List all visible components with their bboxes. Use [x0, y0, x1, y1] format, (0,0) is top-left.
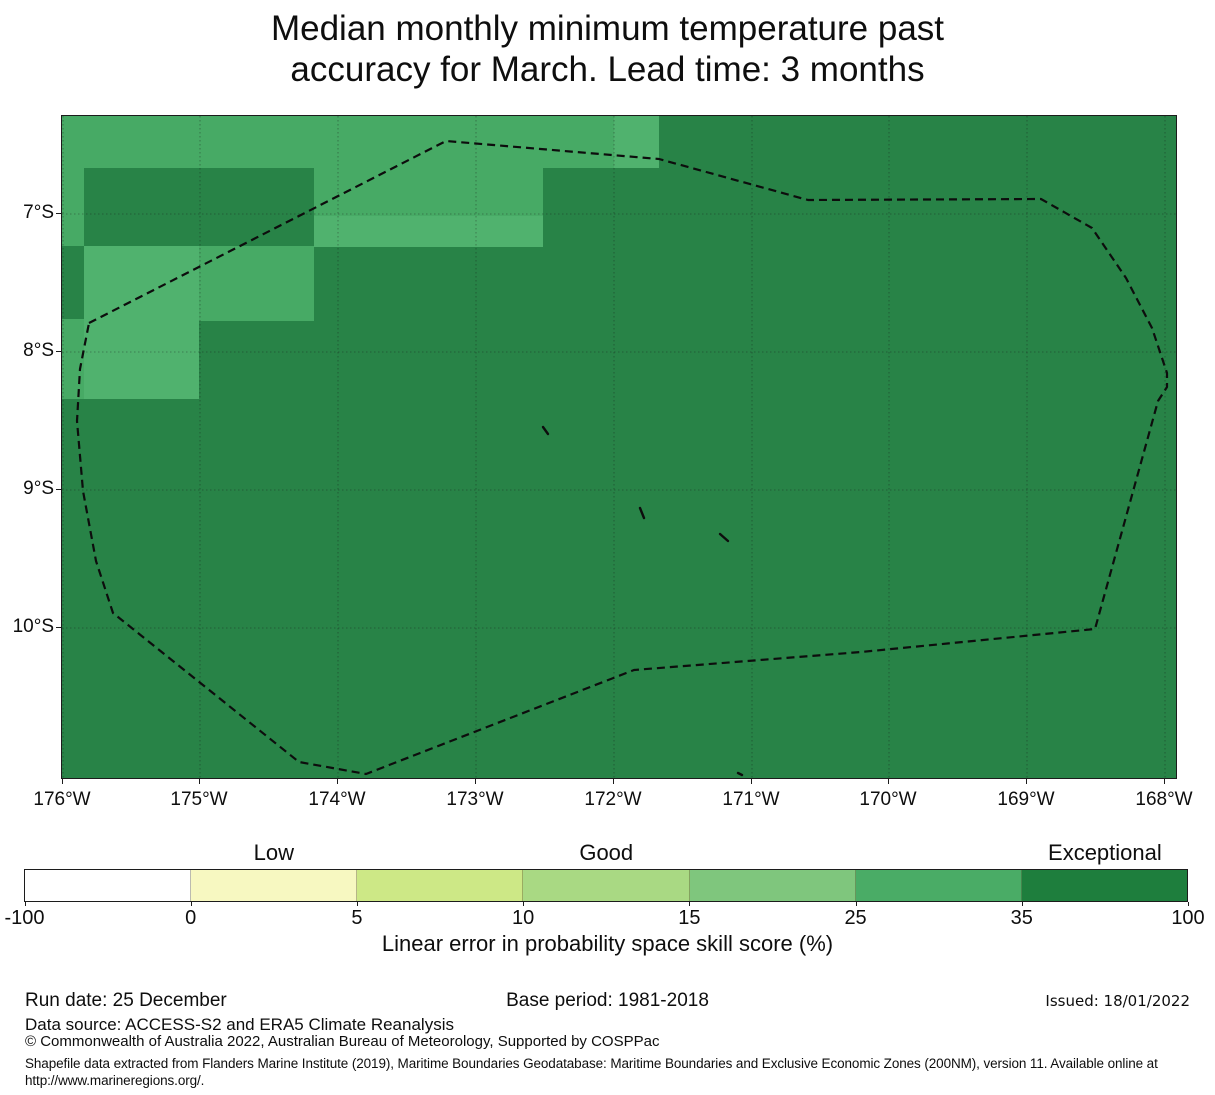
eez-boundary-line	[75, 139, 1169, 776]
y-tick-mark	[56, 213, 61, 214]
y-tick-mark	[56, 489, 61, 490]
map-overlay	[62, 116, 1178, 780]
colorbar-segment	[855, 870, 1022, 901]
x-tick-mark	[337, 779, 338, 784]
chart-title: Median monthly minimum temperature past …	[0, 8, 1215, 90]
colorbar-tick-label: -100	[4, 907, 45, 929]
y-tick-label: 10°S	[12, 616, 54, 637]
colorbar-segment	[689, 870, 856, 901]
shapefile-attribution-line1: Shapefile data extracted from Flanders M…	[25, 1056, 1158, 1071]
colorbar-tick-label: 0	[185, 907, 197, 929]
run-date-text: Run date: 25 December	[25, 990, 227, 1011]
copyright-text: © Commonwealth of Australia 2022, Austra…	[25, 1033, 660, 1050]
x-tick-label: 174°W	[308, 789, 366, 810]
colorbar-tick-mark	[356, 902, 358, 906]
colorbar-axis-label: Linear error in probability space skill …	[381, 931, 834, 956]
x-tick-mark	[1026, 779, 1027, 784]
x-tick-mark	[613, 779, 614, 784]
y-tick-label: 7°S	[23, 202, 54, 223]
map-cell	[199, 246, 314, 321]
x-tick-mark	[475, 779, 476, 784]
x-tick-label: 171°W	[722, 789, 780, 810]
island-mark	[736, 771, 744, 777]
shapefile-attribution-line2: http://www.marineregions.org/.	[25, 1073, 205, 1088]
colorbar-category-label: Low	[253, 840, 294, 865]
data-source-text: Data source: ACCESS-S2 and ERA5 Climate …	[25, 1015, 454, 1034]
map-cell	[314, 216, 543, 247]
colorbar-tick-mark	[1021, 902, 1023, 906]
x-tick-label: 169°W	[997, 789, 1055, 810]
map-plot-area	[61, 115, 1178, 780]
x-tick-mark	[1164, 779, 1165, 784]
colorbar-tick-mark	[24, 902, 26, 906]
colorbar-tick-label: 35	[1010, 907, 1033, 929]
colorbar-segment	[1021, 870, 1187, 901]
y-tick-mark	[56, 627, 61, 628]
map-cell	[62, 168, 84, 246]
x-tick-mark	[888, 779, 889, 784]
colorbar-tick-label: 5	[351, 907, 363, 929]
colorbar-tick-label: 10	[512, 907, 535, 929]
colorbar	[24, 869, 1188, 902]
x-tick-label: 175°W	[170, 789, 228, 810]
island-mark	[541, 425, 550, 436]
chart-title-line2: accuracy for March. Lead time: 3 months	[290, 50, 925, 89]
y-tick-mark	[56, 351, 61, 352]
island-mark	[718, 532, 730, 543]
colorbar-tick-label: 25	[844, 907, 867, 929]
colorbar-segment	[191, 870, 358, 901]
colorbar-tick-label: 100	[1171, 907, 1205, 929]
issued-date-text: Issued: 18/01/2022	[1045, 992, 1190, 1010]
y-tick-label: 8°S	[23, 340, 54, 361]
y-tick-label: 9°S	[23, 478, 54, 499]
x-tick-label: 168°W	[1135, 789, 1193, 810]
x-tick-label: 172°W	[584, 789, 642, 810]
colorbar-category-label: Good	[579, 840, 634, 865]
base-period-text: Base period: 1981-2018	[506, 990, 709, 1011]
x-tick-mark	[199, 779, 200, 784]
colorbar-segment	[357, 870, 524, 901]
map-cell	[314, 168, 543, 216]
colorbar-tick-mark	[1188, 902, 1189, 906]
chart-title-line1: Median monthly minimum temperature past	[270, 9, 945, 48]
map-cell	[84, 246, 199, 399]
island-mark	[638, 506, 646, 520]
x-tick-label: 176°W	[33, 789, 91, 810]
x-tick-mark	[62, 779, 63, 784]
colorbar-segment	[523, 870, 690, 901]
x-tick-mark	[751, 779, 752, 784]
colorbar-category-label: Exceptional	[1048, 840, 1162, 865]
colorbar-tick-mark	[190, 902, 192, 906]
colorbar-tick-mark	[689, 902, 691, 906]
x-tick-label: 170°W	[859, 789, 917, 810]
colorbar-segment	[25, 870, 192, 901]
colorbar-tick-mark	[855, 902, 857, 906]
map-cell	[62, 116, 614, 168]
map-cell	[614, 116, 659, 168]
colorbar-tick-mark	[523, 902, 525, 906]
x-tick-label: 173°W	[446, 789, 504, 810]
colorbar-tick-label: 15	[678, 907, 701, 929]
